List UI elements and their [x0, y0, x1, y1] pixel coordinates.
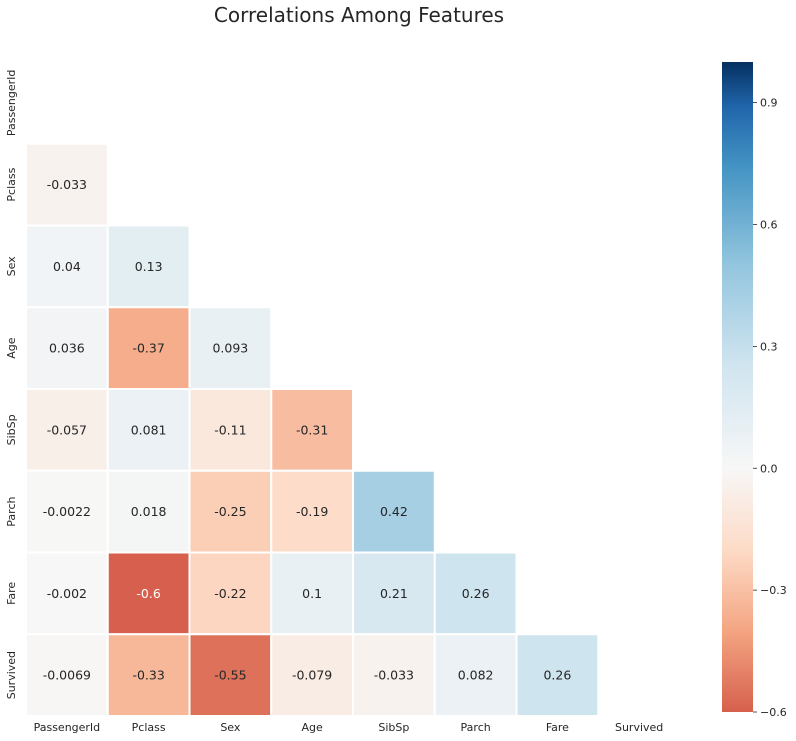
cell-value-survived-pclass: -0.33: [132, 668, 164, 683]
cell-value-age-pclass: -0.37: [132, 341, 164, 356]
x-axis-tick-labels: PassengerId Pclass Sex Age SibSp Parch Fare Sur…: [34, 721, 664, 734]
cell-value-fare-age: 0.1: [302, 586, 322, 601]
cell-value-survived-sibsp: -0.033: [374, 668, 414, 683]
colorbar-tick-label: −0.3: [760, 584, 787, 597]
y-tick-label-parch: Parch: [5, 497, 18, 527]
chart-title: Correlations Among Features: [214, 3, 504, 27]
x-tick-label-parch: Parch: [461, 721, 491, 734]
heatmap-cell-fare-passengerid: [25, 551, 109, 636]
cell-value-sex-pclass: 0.13: [135, 259, 163, 274]
cell-value-fare-pclass: -0.6: [136, 586, 160, 601]
cell-value-survived-passengerid: -0.0069: [43, 668, 91, 683]
y-tick-label-pclass: Pclass: [5, 167, 18, 201]
y-tick-label-sibsp: SibSp: [5, 414, 18, 445]
cell-value-sex-passengerid: 0.04: [53, 259, 81, 274]
cell-value-survived-sex: -0.55: [214, 668, 246, 683]
cell-value-parch-age: -0.19: [296, 504, 328, 519]
cell-value-fare-parch: 0.26: [462, 586, 490, 601]
cell-value-parch-passengerid: -0.0022: [43, 504, 91, 519]
y-tick-label-fare: Fare: [5, 582, 18, 605]
cell-value-survived-fare: 0.26: [543, 668, 571, 683]
heatmap-cell-sibsp-age: [270, 388, 354, 472]
cell-value-age-passengerid: 0.036: [49, 341, 85, 356]
cell-value-sibsp-passengerid: -0.057: [47, 422, 87, 437]
cell-value-survived-age: -0.079: [292, 668, 332, 683]
heatmap-cells: -0.033 0.04 0.13 0.036 -0.37 0.093 -0.057 0.081…: [25, 142, 600, 717]
heatmap-cell-survived-fare: [515, 633, 600, 717]
colorbar-tick-label: 0.6: [760, 219, 778, 232]
heatmap-cell-survived-age: [270, 633, 354, 717]
heatmap-cell-sibsp-pclass: [106, 388, 191, 472]
x-tick-label-age: Age: [301, 721, 323, 734]
x-tick-label-survived: Survived: [615, 721, 663, 734]
heatmap-cell-survived-passengerid: [25, 633, 109, 717]
x-tick-label-sex: Sex: [220, 721, 241, 734]
heatmap-cell-fare-pclass: [106, 551, 191, 636]
colorbar: 0.9 0.6 0.3 0.0 −0.3 −0.6: [722, 62, 787, 719]
cell-value-parch-sibsp: 0.42: [380, 504, 408, 519]
colorbar-tick-label: 0.3: [760, 340, 778, 353]
cell-value-sibsp-pclass: 0.081: [131, 422, 167, 437]
heatmap-cell-pclass-passengerid: [25, 142, 109, 227]
heatmap-cell-parch-pclass: [106, 469, 191, 554]
heatmap-cell-fare-age: [270, 551, 354, 636]
cell-value-age-sex: 0.093: [212, 341, 248, 356]
heatmap-cell-sex-passengerid: [25, 224, 109, 309]
cell-value-parch-pclass: 0.018: [131, 504, 167, 519]
cell-value-survived-parch: 0.082: [458, 668, 494, 683]
x-tick-label-sibsp: SibSp: [378, 721, 409, 734]
colorbar-tick-label: 0.0: [760, 462, 778, 475]
colorbar-ticks: 0.9 0.6 0.3 0.0 −0.3 −0.6: [753, 97, 787, 719]
x-tick-label-pclass: Pclass: [132, 721, 166, 734]
colorbar-tick-label: −0.6: [760, 706, 787, 719]
y-tick-label-sex: Sex: [5, 256, 18, 277]
cell-value-sibsp-age: -0.31: [296, 422, 328, 437]
y-tick-label-age: Age: [5, 337, 18, 359]
heatmap-cell-fare-sex: [188, 551, 273, 636]
x-tick-label-passengerid: PassengerId: [34, 721, 101, 734]
y-axis-tick-labels: PassengerId Pclass Sex Age SibSp Parch Fare Sur…: [5, 70, 18, 700]
heatmap-cell-survived-parch: [433, 633, 518, 717]
colorbar-tick-label: 0.9: [760, 97, 778, 110]
heatmap-cell-parch-age: [270, 469, 354, 554]
colorbar-gradient: [722, 62, 753, 712]
y-tick-label-passengerid: PassengerId: [5, 70, 18, 137]
cell-value-parch-sex: -0.25: [214, 504, 246, 519]
cell-value-pclass-passengerid: -0.033: [47, 177, 87, 192]
cell-value-fare-sex: -0.22: [214, 586, 246, 601]
cell-value-sibsp-sex: -0.11: [214, 422, 246, 437]
cell-value-fare-passengerid: -0.002: [47, 586, 87, 601]
cell-value-fare-sibsp: 0.21: [380, 586, 408, 601]
heatmap-cell-survived-pclass: [106, 633, 191, 717]
x-tick-label-fare: Fare: [546, 721, 569, 734]
heatmap-cell-fare-sibsp: [352, 551, 436, 636]
y-tick-label-survived: Survived: [5, 651, 18, 699]
heatmap-cell-age-sex: [188, 306, 273, 390]
heatmap-cell-fare-parch: [433, 551, 518, 636]
